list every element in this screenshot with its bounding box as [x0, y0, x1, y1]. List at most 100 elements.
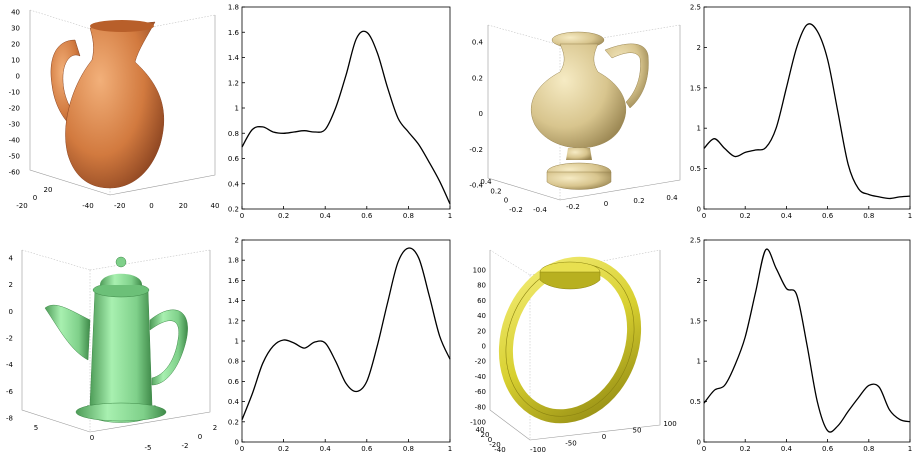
y-tick-label: 1.2	[228, 317, 239, 325]
z-tick-label: 100	[473, 267, 486, 275]
z-tick-label: 60	[477, 297, 486, 305]
z-tick-label: -30	[9, 121, 20, 129]
y-tick-label: -0.2	[509, 206, 523, 214]
z-tick-label: -20	[9, 105, 20, 113]
y-tick-label: 0	[198, 433, 202, 441]
z-tick-label: 0	[16, 73, 20, 81]
y-tick-label: 0.2	[228, 418, 239, 426]
vase-shape	[530, 31, 649, 190]
x-tick-label: 0.6	[361, 445, 373, 453]
y-tick-label: 1.6	[228, 29, 240, 37]
series-line	[703, 23, 911, 200]
z-tick-label: -10	[9, 89, 20, 97]
z-tick-label: -40	[9, 137, 20, 145]
z-tick-label: -80	[475, 403, 486, 411]
z-tick-label: 0.2	[472, 74, 483, 82]
plot-frame	[241, 6, 451, 210]
y-tick-label: 0.4	[228, 180, 240, 188]
y-tick-label: 1.4	[228, 297, 240, 305]
x-tick-label: -0.2	[566, 203, 580, 211]
y-tick-label: 1	[697, 358, 701, 366]
z-tick-label: -6	[6, 388, 14, 396]
y-tick-label: 1.5	[690, 84, 701, 92]
y-tick-label: 0	[235, 439, 239, 447]
y-tick-label: 1	[235, 338, 239, 346]
y-tick-label: -20	[489, 441, 500, 449]
x-tick-label: 0.6	[822, 445, 834, 453]
x-tick-label: 0.4	[320, 445, 332, 453]
z-tick-label: 30	[11, 25, 20, 33]
y-tick-label: 1.4	[228, 54, 240, 62]
x-tick-label: 50	[633, 427, 642, 435]
y-tick-label: 0	[504, 197, 508, 205]
plot-frame	[703, 6, 911, 210]
y-tick-label: 2.5	[690, 237, 701, 245]
z-tick-label: 40	[11, 9, 20, 17]
y-tick-label: 2.5	[690, 4, 701, 12]
z-tick-label: 2	[9, 281, 13, 289]
series-line	[703, 248, 911, 433]
y-tick-label: 0	[697, 206, 701, 214]
pitcher-tick-labels: 40 30 20 10 0 -10 -20 -30 -40 -50 -60 -40 -20 0 20 40 20…	[9, 9, 220, 211]
z-tick-label: 0	[482, 343, 486, 351]
x-tick-label: 0.6	[822, 212, 834, 220]
z-tick-label: -20	[475, 358, 486, 366]
x-tick-label: 0	[149, 202, 153, 210]
x-tick-label: 5	[34, 424, 38, 432]
y-tick-label: 0.5	[690, 398, 701, 406]
y-tick-label: 1.6	[228, 277, 240, 285]
x-tick-label: 0	[702, 212, 706, 220]
line-chart-2: 0 0.2 0.4 0.6 0.8 1 0 0.5 1 1.5 2 2.5	[690, 4, 912, 221]
z-tick-label: 20	[11, 41, 20, 49]
vase-3d-plot	[487, 24, 681, 201]
teapot-shape	[44, 256, 188, 423]
z-tick-label: 4	[9, 255, 14, 263]
y-tick-label: 0.6	[228, 378, 240, 386]
pitcher-3d-plot	[29, 9, 216, 196]
x-tick-label: 0.8	[863, 445, 874, 453]
x-tick-label: -40	[82, 202, 93, 210]
z-tick-label: 40	[477, 312, 486, 320]
x-tick-label: -0.4	[533, 206, 547, 214]
line-chart-3: 0 0.2 0.4 0.6 0.8 1 0 0.2 0.4 0.6 0.8 1 1.2 1.4 1.6 1.8…	[228, 237, 452, 454]
x-tick-label: 0.2	[278, 212, 289, 220]
y-tick-label: 0	[697, 439, 701, 447]
x-tick-label: 20	[179, 202, 188, 210]
x-tick-label: -5	[145, 444, 152, 452]
y-tick-label: 0.5	[690, 165, 701, 173]
y-tick-label: 0.8	[228, 130, 239, 138]
y-tick-label: 1.8	[228, 4, 239, 12]
z-tick-label: 10	[11, 57, 20, 65]
x-tick-label: 0.2	[740, 445, 751, 453]
y-tick-label: 1	[235, 105, 239, 113]
y-tick-label: 40	[476, 426, 485, 434]
y-tick-label: 0.4	[480, 178, 492, 186]
z-tick-label: 0.4	[472, 39, 484, 47]
y-tick-label: 0.6	[228, 155, 240, 163]
x-tick-label: 0.8	[403, 445, 414, 453]
y-tick-label: 2	[235, 237, 239, 245]
x-tick-label: 0	[602, 433, 606, 441]
series-line	[241, 30, 451, 205]
y-tick-label: 1.2	[228, 79, 239, 87]
z-tick-label: -8	[6, 415, 13, 423]
z-tick-label: 80	[477, 282, 486, 290]
z-tick-label: -100	[470, 419, 486, 427]
x-tick-label: 40	[211, 202, 220, 210]
z-tick-label: -40	[475, 373, 486, 381]
y-tick-label: 1	[697, 125, 701, 133]
z-tick-label: -4	[6, 361, 14, 369]
x-tick-label: 0.4	[666, 194, 678, 202]
line-charts: 0 0.2 0.4 0.6 0.8 1 0.2 0.4 0.6 0.8 1 1.2 1.4 1.6 1.8 0…	[228, 4, 912, 454]
y-tick-label: -40	[494, 446, 505, 454]
x-tick-label: 0	[90, 434, 94, 442]
y-tick-label: 2	[697, 44, 701, 52]
x-tick-label: 1	[448, 212, 452, 220]
z-tick-label: 20	[477, 327, 486, 335]
x-tick-label: 0.6	[361, 212, 373, 220]
x-tick-label: 0.4	[781, 212, 793, 220]
ring-tick-labels: 100806040200-20-40-60-80-100-100-5005010…	[470, 267, 677, 455]
x-tick-label: 0.2	[633, 197, 644, 205]
y-tick-label: 0	[33, 194, 37, 202]
